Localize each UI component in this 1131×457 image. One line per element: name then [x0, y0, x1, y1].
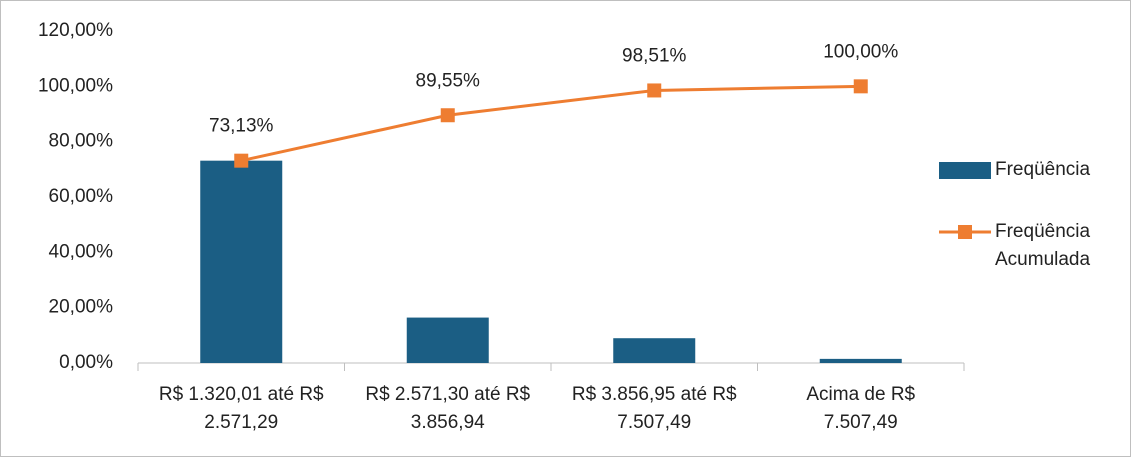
y-tick-label: 120,00% [38, 20, 113, 41]
data-label: 89,55% [416, 70, 481, 91]
y-tick-label: 100,00% [38, 75, 113, 96]
legend-label: Freqüência Acumulada [995, 221, 1091, 270]
bar [200, 160, 283, 363]
legend-swatch [958, 225, 972, 239]
legend-label: Freqüência [995, 159, 1091, 180]
marker [234, 153, 249, 168]
x-tick-label: Acima de R$ 7.507,49 [806, 384, 916, 433]
x-tick-label: R$ 1.320,01 até R$ 2.571,29 [158, 384, 324, 433]
bar [613, 338, 696, 363]
x-tick-label: R$ 2.571,30 até R$ 3.856,94 [365, 384, 531, 433]
data-label: 98,51% [622, 45, 687, 66]
y-tick-label: 80,00% [49, 131, 114, 152]
y-tick-label: 40,00% [49, 241, 114, 262]
data-label: 73,13% [209, 116, 274, 137]
marker [853, 79, 868, 94]
legend-swatch [939, 162, 991, 179]
bar [406, 317, 489, 363]
y-tick-label: 20,00% [49, 297, 114, 318]
y-tick-label: 0,00% [59, 352, 113, 373]
marker [647, 83, 662, 98]
bar [819, 358, 902, 363]
line [240, 84, 861, 163]
data-label: 100,00% [823, 41, 898, 62]
marker [440, 108, 455, 123]
x-tick-label: R$ 3.856,95 até R$ 7.507,49 [571, 384, 737, 433]
y-tick-label: 60,00% [49, 186, 114, 207]
